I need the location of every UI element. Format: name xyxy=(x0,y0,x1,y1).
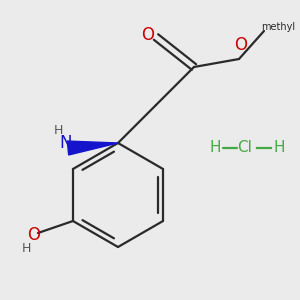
Text: N: N xyxy=(60,134,72,152)
Text: Cl: Cl xyxy=(238,140,252,155)
Text: O: O xyxy=(28,226,40,244)
Text: methyl: methyl xyxy=(261,22,295,32)
Text: H: H xyxy=(273,140,285,155)
Text: O: O xyxy=(142,26,154,44)
Polygon shape xyxy=(67,141,118,155)
Text: H: H xyxy=(53,124,63,136)
Text: H: H xyxy=(21,242,31,256)
Text: O: O xyxy=(235,36,248,54)
Text: H: H xyxy=(209,140,221,155)
